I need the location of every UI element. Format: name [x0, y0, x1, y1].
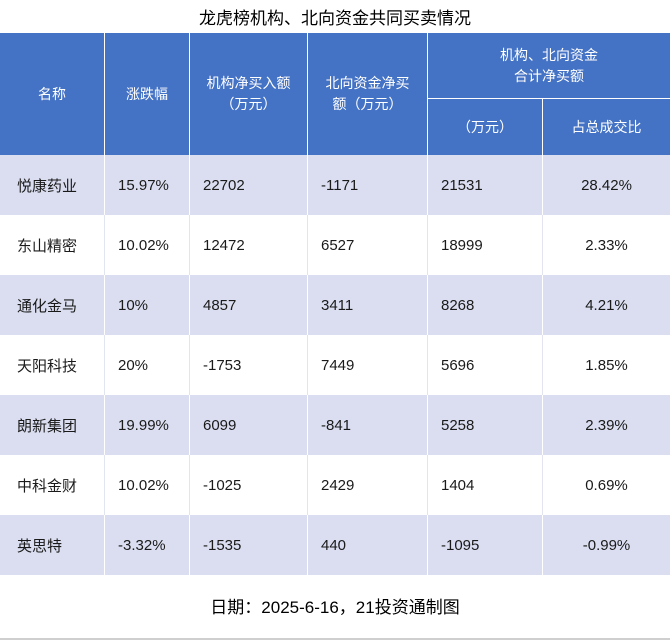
table-row: 悦康药业 15.97% 22702 -1171 21531 28.42% [0, 155, 670, 215]
column-header-name: 名称 [0, 33, 105, 155]
cell-change: 10% [105, 275, 190, 335]
cell-name: 英思特 [0, 515, 105, 575]
cell-name: 朗新集团 [0, 395, 105, 455]
table-row: 中科金财 10.02% -1025 2429 1404 0.69% [0, 455, 670, 515]
cell-north-net: 7449 [308, 335, 428, 395]
table-body: 悦康药业 15.97% 22702 -1171 21531 28.42% 东山精… [0, 155, 670, 575]
cell-change: -3.32% [105, 515, 190, 575]
column-header-north-net: 北向资金净买 额（万元） [308, 33, 428, 155]
cell-name: 通化金马 [0, 275, 105, 335]
footer-caption: 日期：2025-6-16，21投资通制图 [0, 575, 670, 636]
cell-inst-net: 6099 [190, 395, 308, 455]
cell-inst-net: 4857 [190, 275, 308, 335]
cell-combined-ratio: 28.42% [581, 176, 632, 194]
cell-north-net: 6527 [308, 215, 428, 275]
table-header: 名称 涨跌幅 机构净买入额 （万元） 北向资金净买 额（万元） 机构、北向资金 … [0, 33, 670, 155]
column-header-change: 涨跌幅 [105, 33, 190, 155]
cell-name: 天阳科技 [0, 335, 105, 395]
table-row: 东山精密 10.02% 12472 6527 18999 2.33% [0, 215, 670, 275]
column-header-combined-group: 机构、北向资金 合计净买额 [428, 33, 670, 99]
cell-name: 悦康药业 [0, 155, 105, 215]
cell-inst-net: 22702 [190, 155, 308, 215]
table-footer: 日期：2025-6-16，21投资通制图 [0, 575, 670, 636]
column-header-combined-amount: （万元） [428, 99, 543, 155]
cell-name: 东山精密 [0, 215, 105, 275]
cell-combined-ratio: 2.39% [585, 416, 628, 434]
data-table: 名称 涨跌幅 机构净买入额 （万元） 北向资金净买 额（万元） 机构、北向资金 … [0, 33, 670, 636]
table-row: 英思特 -3.32% -1535 440 -1095 -0.99% [0, 515, 670, 575]
cell-combined-amount: 5696 [428, 335, 543, 395]
cell-change: 20% [105, 335, 190, 395]
table-row: 天阳科技 20% -1753 7449 5696 1.85% [0, 335, 670, 395]
cell-inst-net: 12472 [190, 215, 308, 275]
cell-combined-ratio: 1.85% [585, 356, 628, 374]
cell-combined-ratio: -0.99% [582, 536, 631, 554]
cell-inst-net: -1535 [190, 515, 308, 575]
cell-combined-amount: 1404 [428, 455, 543, 515]
cell-inst-net: -1025 [190, 455, 308, 515]
cell-change: 10.02% [105, 455, 190, 515]
cell-inst-net: -1753 [190, 335, 308, 395]
cell-combined-amount: 8268 [428, 275, 543, 335]
cell-north-net: 2429 [308, 455, 428, 515]
cell-north-net: -841 [308, 395, 428, 455]
cell-combined-amount: 18999 [428, 215, 543, 275]
cell-north-net: -1171 [308, 155, 428, 215]
column-header-combined-ratio: 占总成交比 [543, 99, 670, 155]
cell-change: 10.02% [105, 215, 190, 275]
cell-change: 19.99% [105, 395, 190, 455]
cell-combined-ratio: 0.69% [585, 476, 628, 494]
table-row: 朗新集团 19.99% 6099 -841 5258 2.39% [0, 395, 670, 455]
page-title: 龙虎榜机构、北向资金共同买卖情况 [199, 9, 471, 28]
cell-change: 15.97% [105, 155, 190, 215]
column-header-inst-net: 机构净买入额 （万元） [190, 33, 308, 155]
cell-name: 中科金财 [0, 455, 105, 515]
cell-combined-ratio: 2.33% [585, 236, 628, 254]
cell-combined-amount: 5258 [428, 395, 543, 455]
cell-combined-amount: -1095 [428, 515, 543, 575]
cell-combined-ratio: 4.21% [585, 296, 628, 314]
table-row: 通化金马 10% 4857 3411 8268 4.21% [0, 275, 670, 335]
cell-north-net: 440 [308, 515, 428, 575]
cell-combined-amount: 21531 [428, 155, 543, 215]
cell-north-net: 3411 [308, 275, 428, 335]
